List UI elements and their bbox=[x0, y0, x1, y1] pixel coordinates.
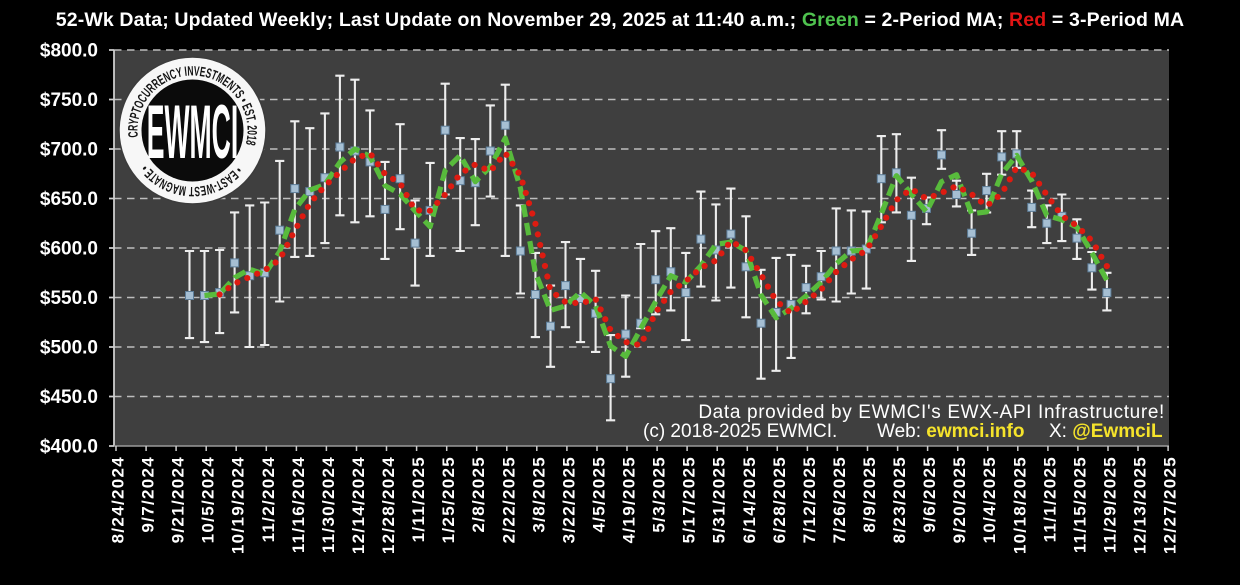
svg-text:6/14/2025: 6/14/2025 bbox=[740, 456, 759, 543]
svg-text:Data provided by EWMCI's EWX-A: Data provided by EWMCI's EWX-API Infrast… bbox=[698, 402, 1165, 423]
svg-text:7/12/2025: 7/12/2025 bbox=[800, 456, 819, 543]
svg-text:11/16/2024: 11/16/2024 bbox=[289, 456, 308, 553]
svg-text:12/14/2024: 12/14/2024 bbox=[349, 456, 368, 554]
svg-text:11/1/2025: 11/1/2025 bbox=[1040, 456, 1059, 542]
svg-text:10/18/2025: 10/18/2025 bbox=[1010, 456, 1029, 554]
svg-text:8/23/2025: 8/23/2025 bbox=[890, 456, 909, 543]
svg-text:11/29/2025: 11/29/2025 bbox=[1101, 456, 1120, 553]
svg-text:1/25/2025: 1/25/2025 bbox=[439, 456, 458, 543]
svg-text:9/20/2025: 9/20/2025 bbox=[950, 456, 969, 543]
svg-text:$750.0: $750.0 bbox=[40, 90, 98, 111]
svg-text:11/30/2024: 11/30/2024 bbox=[319, 456, 338, 553]
svg-text:$650.0: $650.0 bbox=[40, 189, 98, 210]
svg-text:5/3/2025: 5/3/2025 bbox=[650, 456, 669, 533]
svg-text:(c) 2018-2025 EWMCI.Web: ewmci: (c) 2018-2025 EWMCI. Web: ewmci.info X: @E… bbox=[643, 421, 1163, 442]
svg-text:52-Wk Data; Updated Weekly; La: 52-Wk Data; Updated Weekly; Last Update … bbox=[56, 9, 1185, 31]
svg-text:8/24/2024: 8/24/2024 bbox=[109, 456, 128, 543]
svg-text:$400.0: $400.0 bbox=[40, 437, 98, 458]
svg-text:4/5/2025: 4/5/2025 bbox=[590, 456, 609, 533]
svg-text:$500.0: $500.0 bbox=[40, 338, 98, 359]
svg-text:$600.0: $600.0 bbox=[40, 239, 98, 260]
svg-text:9/7/2024: 9/7/2024 bbox=[139, 456, 158, 533]
svg-text:1/11/2025: 1/11/2025 bbox=[409, 456, 428, 542]
svg-text:12/28/2024: 12/28/2024 bbox=[379, 456, 398, 554]
svg-text:EWMCI: EWMCI bbox=[147, 90, 239, 176]
svg-text:9/6/2025: 9/6/2025 bbox=[920, 456, 939, 533]
svg-text:5/31/2025: 5/31/2025 bbox=[710, 456, 729, 543]
svg-text:$550.0: $550.0 bbox=[40, 288, 98, 309]
svg-text:11/2/2024: 11/2/2024 bbox=[259, 456, 278, 542]
svg-text:5/17/2025: 5/17/2025 bbox=[680, 456, 699, 543]
svg-text:2/22/2025: 2/22/2025 bbox=[499, 456, 518, 543]
svg-text:11/15/2025: 11/15/2025 bbox=[1070, 456, 1089, 553]
svg-text:12/27/2025: 12/27/2025 bbox=[1161, 456, 1180, 554]
svg-text:2/8/2025: 2/8/2025 bbox=[469, 456, 488, 533]
svg-text:10/19/2024: 10/19/2024 bbox=[229, 456, 248, 554]
svg-text:3/22/2025: 3/22/2025 bbox=[559, 456, 578, 543]
svg-text:9/21/2024: 9/21/2024 bbox=[169, 456, 188, 543]
svg-text:12/13/2025: 12/13/2025 bbox=[1131, 456, 1150, 554]
svg-text:8/9/2025: 8/9/2025 bbox=[860, 456, 879, 533]
svg-text:$450.0: $450.0 bbox=[40, 387, 98, 408]
svg-text:4/19/2025: 4/19/2025 bbox=[620, 456, 639, 543]
svg-text:10/4/2025: 10/4/2025 bbox=[980, 456, 999, 543]
svg-text:$700.0: $700.0 bbox=[40, 140, 98, 161]
svg-text:6/28/2025: 6/28/2025 bbox=[770, 456, 789, 543]
svg-text:10/5/2024: 10/5/2024 bbox=[199, 456, 218, 543]
svg-text:3/8/2025: 3/8/2025 bbox=[529, 456, 548, 533]
svg-text:7/26/2025: 7/26/2025 bbox=[830, 456, 849, 543]
svg-text:$800.0: $800.0 bbox=[40, 41, 98, 62]
